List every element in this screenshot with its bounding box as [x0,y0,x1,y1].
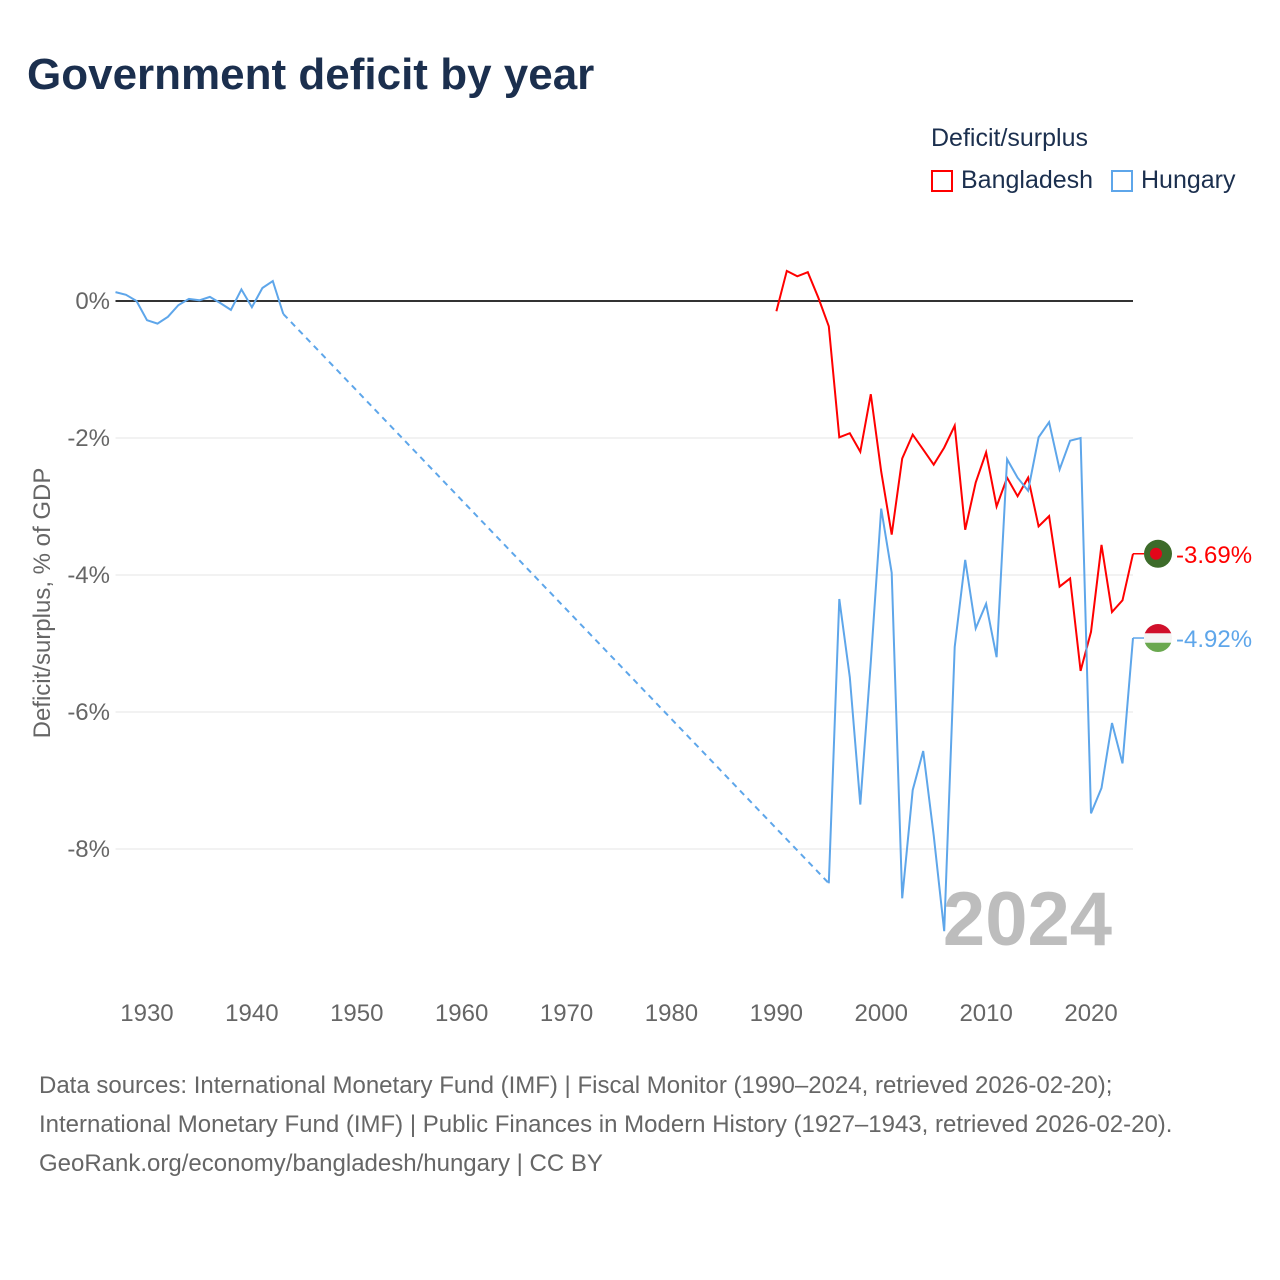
x-tick-label: 1980 [645,1000,698,1027]
legend-label: Bangladesh [961,166,1094,194]
y-axis-label: Deficit/surplus, % of GDP [29,468,56,739]
x-tick-label: 1940 [225,1000,278,1027]
x-tick-label: 1960 [435,1000,488,1027]
legend-swatch-hungary [1111,169,1133,192]
bangladesh-flag-disc [1150,547,1162,560]
legend-item-bangladesh[interactable]: Bangladesh [931,166,1093,195]
y-tick-label: -8% [67,836,110,863]
hungary-flag-icon [1144,624,1172,634]
x-tick-label: 2020 [1064,1000,1117,1027]
legend-label: Hungary [1141,166,1236,194]
legend-item-hungary[interactable]: Hungary [1111,166,1236,195]
legend-title: Deficit/surplus [931,124,1088,152]
x-tick-label: 1990 [750,1000,803,1027]
series-line-bangladesh [775,269,1134,672]
data-sources: Data sources: International Monetary Fun… [39,1072,1173,1138]
y-tick-label: 0% [75,288,110,315]
hungary-flag-icon [1144,642,1172,653]
y-tick-label: -2% [67,425,110,452]
end-value-label-bangladesh: -3.69% [1176,542,1252,569]
x-tick-label: 1950 [330,1000,383,1027]
chart-title: Government deficit by year [27,50,595,99]
credit-link[interactable]: GeoRank.org/economy/bangladesh/hungary |… [39,1150,603,1177]
y-tick-label: -6% [67,699,110,726]
x-tick-label: 1970 [540,1000,593,1027]
x-tick-label: 2000 [855,1000,908,1027]
legend-swatch-bangladesh [931,169,953,192]
hungary-flag-icon [1144,633,1172,643]
footer: Data sources: International Monetary Fun… [39,1066,1239,1183]
y-tick-label: -4% [67,562,110,589]
x-tick-label: 2010 [959,1000,1012,1027]
year-watermark: 2024 [943,877,1112,962]
end-value-label-hungary: -4.92% [1176,626,1252,653]
series-line-hungary [115,279,285,325]
series-line-hungary [827,419,1134,932]
series-gap-hungary [282,313,830,884]
x-tick-label: 1930 [120,1000,173,1027]
